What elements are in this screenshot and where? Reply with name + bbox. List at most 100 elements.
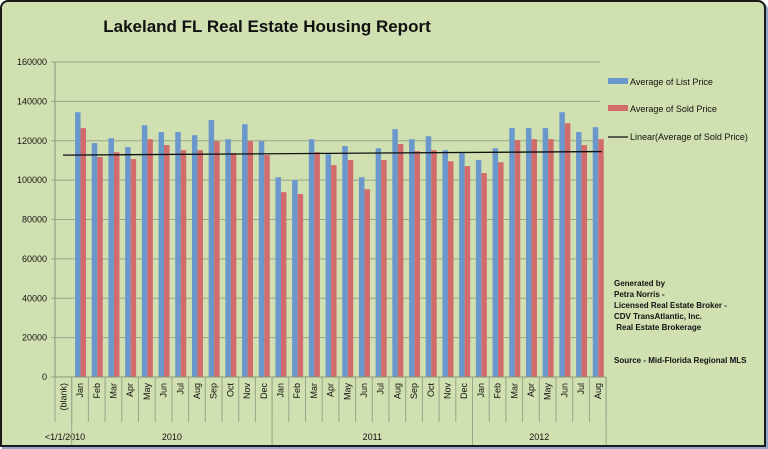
bar-list-price <box>325 154 332 377</box>
x-group-label: 2011 <box>363 432 382 442</box>
bar-sold-price <box>431 150 437 377</box>
x-category-label: Jun <box>559 383 569 398</box>
bar-list-price <box>475 160 482 377</box>
x-category-label: Apr <box>526 383 536 397</box>
bar-list-price <box>158 132 165 377</box>
bar-sold-price <box>130 159 137 377</box>
bar-list-price <box>425 136 432 377</box>
bar-list-price <box>308 139 315 377</box>
x-category-label: Sep <box>209 383 219 399</box>
x-category-label: Feb <box>92 383 102 399</box>
x-category-label: Jan <box>75 383 85 398</box>
x-group-label: 2010 <box>162 432 182 442</box>
bar-sold-price <box>97 157 103 377</box>
x-group-label: <1/1/2010 <box>45 432 85 442</box>
bar-chart: Lakeland FL Real Estate Housing Report 0… <box>17 17 748 445</box>
bar-list-price <box>91 143 98 377</box>
bar-sold-price <box>364 189 370 377</box>
note-line-4: CDV TransAtlantic, Inc. <box>614 312 702 321</box>
x-category-label: Sep <box>409 383 419 399</box>
x-category-label: Jul <box>576 383 586 395</box>
x-category-label: Mar <box>309 383 319 399</box>
y-tick-label: 0 <box>42 372 47 382</box>
attribution-notes: Generated by Petra Norris - Licensed Rea… <box>614 279 747 365</box>
note-line-1: Generated by <box>614 279 666 288</box>
bar-list-price <box>559 112 565 377</box>
bar-list-price <box>141 125 148 378</box>
bar-sold-price <box>247 141 254 377</box>
bar-sold-price <box>80 128 87 377</box>
legend-label-trendline: Linear(Average of Sold Price) <box>630 132 748 142</box>
bar-list-price <box>208 120 215 377</box>
trendline <box>62 150 602 156</box>
x-category-label: Nov <box>442 383 452 400</box>
note-line-2: Petra Norris - <box>614 290 665 299</box>
x-category-label: Jan <box>275 383 285 398</box>
bar-sold-price <box>581 145 588 377</box>
bar-sold-price <box>397 144 404 377</box>
x-category-label: Oct <box>225 383 235 398</box>
bar-list-price <box>492 148 499 377</box>
bar-sold-price <box>414 151 421 377</box>
note-line-3: Licensed Real Estate Broker - <box>614 301 727 310</box>
x-category-label: Dec <box>259 383 269 400</box>
x-category-label: Nov <box>242 383 252 400</box>
x-category-label: Mar <box>509 383 519 399</box>
x-category-label: May <box>142 383 152 401</box>
bar-sold-price <box>197 150 203 377</box>
x-category-label: Apr <box>125 383 135 397</box>
bar-list-price <box>108 138 114 377</box>
bar-sold-price <box>381 160 387 377</box>
bar-sold-price <box>548 139 554 377</box>
x-category-label: Aug <box>192 383 202 399</box>
x-category-label: May <box>543 383 553 401</box>
bar-sold-price <box>481 173 487 377</box>
bar-list-price <box>459 153 465 377</box>
x-category-label: Jan <box>476 383 486 398</box>
x-category-label: Jul <box>376 383 386 395</box>
note-line-5: Real Estate Brokerage <box>614 323 702 332</box>
x-category-label: Feb <box>292 383 302 399</box>
bar-sold-price <box>230 153 237 377</box>
legend-swatch-sold-price <box>608 105 628 111</box>
y-tick-label: 100000 <box>17 175 47 185</box>
legend: Average of List Price Average of Sold Pr… <box>608 77 748 142</box>
x-category-label: Aug <box>392 383 402 399</box>
bar-list-price <box>576 132 582 377</box>
x-category-label: May <box>342 383 352 401</box>
legend-label-sold-price: Average of Sold Price <box>630 104 717 114</box>
bar-list-price <box>225 139 231 377</box>
y-tick-label: 140000 <box>17 96 47 106</box>
bar-list-price <box>191 135 198 377</box>
y-tick-label: 120000 <box>17 136 47 146</box>
bar-list-price <box>175 132 181 377</box>
bar-list-price <box>292 180 298 377</box>
bar-sold-price <box>464 166 471 377</box>
bar-sold-price <box>280 192 287 377</box>
bar-sold-price <box>164 145 170 377</box>
bar-sold-price <box>498 162 504 377</box>
bar-sold-price <box>180 150 187 377</box>
x-category-label: Feb <box>493 383 503 399</box>
x-category-label: Jun <box>159 383 169 398</box>
bar-list-price <box>125 147 131 377</box>
bar-list-price <box>525 128 532 377</box>
legend-swatch-list-price <box>608 78 628 84</box>
y-tick-label: 160000 <box>17 57 47 67</box>
bar-sold-price <box>564 123 571 378</box>
y-axis: 0 20000 40000 60000 80000 100000 120000 140000 1… <box>17 57 56 382</box>
bar-list-price <box>392 129 398 377</box>
bar-sold-price <box>447 161 454 377</box>
bar-sold-price <box>347 160 354 377</box>
bar-sold-price <box>314 152 320 377</box>
bar-list-price <box>509 128 515 377</box>
bar-list-price <box>358 177 365 377</box>
y-tick-label: 20000 <box>22 333 47 343</box>
x-axis: (blank) Jan Feb Mar Apr May Jun Jul Aug Sep Oct Nov… <box>45 376 607 445</box>
y-tick-label: 80000 <box>22 215 47 225</box>
bar-sold-price <box>514 140 521 377</box>
x-category-label: (blank) <box>58 383 68 411</box>
bar-sold-price <box>264 155 270 377</box>
legend-label-list-price: Average of List Price <box>630 77 713 87</box>
